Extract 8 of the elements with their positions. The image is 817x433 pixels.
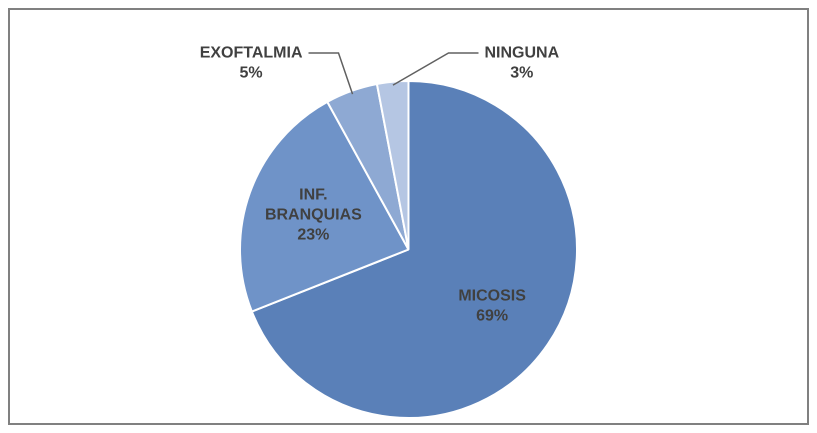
- slice-label: MICOSIS: [458, 288, 526, 305]
- data-label: 5%: [240, 64, 263, 82]
- slice-label: EXOFTALMIA: [200, 44, 303, 62]
- slice-label: NINGUNA: [484, 44, 560, 62]
- slice-label: INF. BRANQUIAS: [264, 186, 362, 224]
- data-label: 69%: [476, 308, 508, 325]
- data-label: 3%: [510, 64, 534, 82]
- data-label: 23%: [297, 226, 330, 244]
